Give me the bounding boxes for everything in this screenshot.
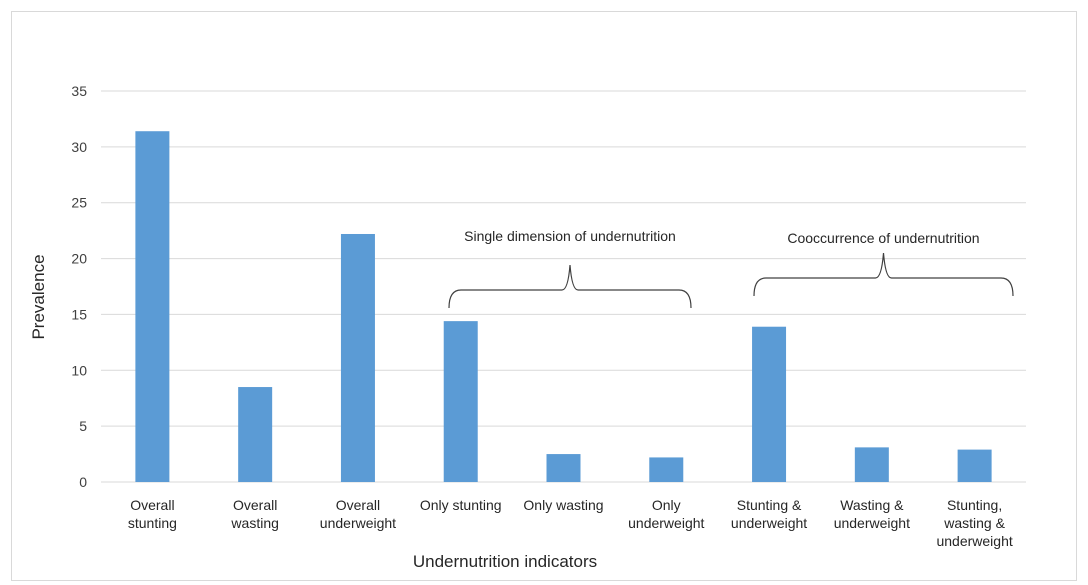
annotations: Single dimension of undernutrition Cooccu… [448,228,1014,309]
x-tick-label: Only underweight [628,497,704,531]
chart-frame [11,11,1077,581]
bar [340,233,375,482]
x-tick-label: Stunting, wasting & underweight [936,497,1012,549]
brace-bracket [753,252,1014,297]
x-tick-label: Overall stunting [128,497,177,531]
bar [957,449,992,482]
y-tick-label: 25 [71,195,87,211]
x-tick-label: Only stunting [420,497,502,513]
bars [135,131,992,482]
bar [649,457,684,482]
bar [135,131,170,482]
bar [752,326,787,482]
x-tick-label: Wasting & underweight [834,497,910,531]
brace-bracket [448,264,692,309]
brace-annotation-label: Single dimension of undernutrition [464,228,676,244]
bar [443,321,478,482]
y-tick-label: 35 [71,83,87,99]
y-tick-label: 30 [71,139,87,155]
y-tick-label: 0 [79,474,87,490]
bar [546,454,581,482]
bar [238,387,273,482]
brace-annotation-label: Cooccurrence of undernutrition [787,230,979,246]
y-tick-label: 20 [71,251,87,267]
x-axis-title: Undernutrition indicators [413,552,597,571]
y-tick-labels: 0 5 10 15 20 25 30 35 [71,83,87,490]
y-tick-label: 5 [79,418,87,434]
x-tick-label: Overall wasting [230,497,278,531]
y-tick-label: 10 [71,362,87,378]
y-tick-label: 15 [71,306,87,322]
x-tick-labels: Overall stunting Overall wasting Overall unde… [128,497,1013,549]
x-tick-label: Overall underweight [320,497,396,531]
y-axis-title: Prevalence [29,254,48,339]
x-tick-label: Stunting & underweight [731,497,807,531]
bar [854,447,889,482]
x-tick-label: Only wasting [523,497,603,513]
